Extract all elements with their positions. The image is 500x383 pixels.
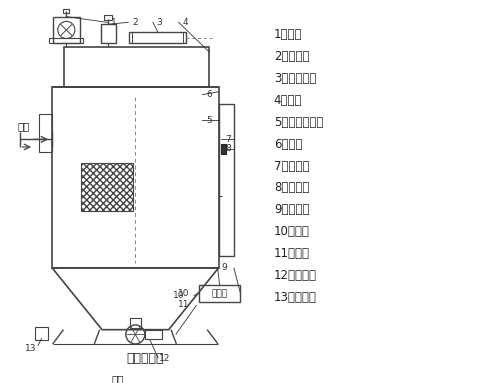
Text: 1、风机: 1、风机 (274, 28, 302, 41)
Bar (218, 104, 234, 256)
Text: 10: 10 (178, 289, 189, 298)
Text: 11、支腿: 11、支腿 (274, 247, 310, 260)
Text: 8: 8 (226, 144, 231, 153)
Text: 13: 13 (26, 344, 37, 353)
Text: 进风: 进风 (18, 121, 30, 131)
Bar (80, 163, 133, 211)
Text: 3、低压气包: 3、低压气包 (274, 72, 316, 85)
Text: 原理示意图: 原理示意图 (126, 352, 164, 365)
Text: 4、上筱: 4、上筱 (274, 94, 302, 107)
Bar (220, 144, 226, 154)
Text: 2: 2 (132, 18, 138, 27)
Text: 10: 10 (173, 291, 184, 300)
Text: 9、控制仪: 9、控制仪 (274, 203, 310, 216)
Text: 13、检查孔: 13、检查孔 (274, 291, 316, 304)
Text: 1: 1 (111, 18, 117, 27)
Text: 8、检修门: 8、检修门 (274, 182, 309, 195)
Text: 12、卦料器: 12、卦料器 (274, 269, 317, 282)
Text: 6、花板: 6、花板 (274, 137, 302, 151)
Text: 7: 7 (226, 135, 231, 144)
Bar (35, 327, 48, 340)
Bar (130, 318, 141, 328)
Bar (64, 9, 69, 13)
Text: 5、滤袋及笼骨: 5、滤袋及笼骨 (274, 116, 323, 129)
Text: 5: 5 (206, 116, 212, 125)
Bar (104, 15, 112, 20)
Text: 2、控制阀: 2、控制阀 (274, 50, 310, 63)
Text: 7、净气筱: 7、净气筱 (274, 159, 310, 172)
Bar (198, 285, 240, 302)
Text: 卦灰: 卦灰 (112, 374, 124, 383)
Text: 控制仪: 控制仪 (212, 289, 228, 298)
Bar (100, 24, 116, 43)
Bar (129, 32, 186, 43)
Bar (64, 47, 209, 87)
Text: 3: 3 (156, 18, 162, 27)
Bar (39, 114, 52, 152)
Bar (53, 16, 80, 43)
Text: 4: 4 (182, 18, 188, 27)
Text: 12: 12 (159, 354, 170, 363)
Text: 9: 9 (222, 264, 227, 272)
Bar (145, 330, 162, 339)
Bar (52, 87, 218, 268)
Text: 6: 6 (206, 90, 212, 99)
Text: 11: 11 (178, 300, 189, 309)
Bar (49, 38, 84, 43)
Text: 10、灰斗: 10、灰斗 (274, 225, 310, 238)
